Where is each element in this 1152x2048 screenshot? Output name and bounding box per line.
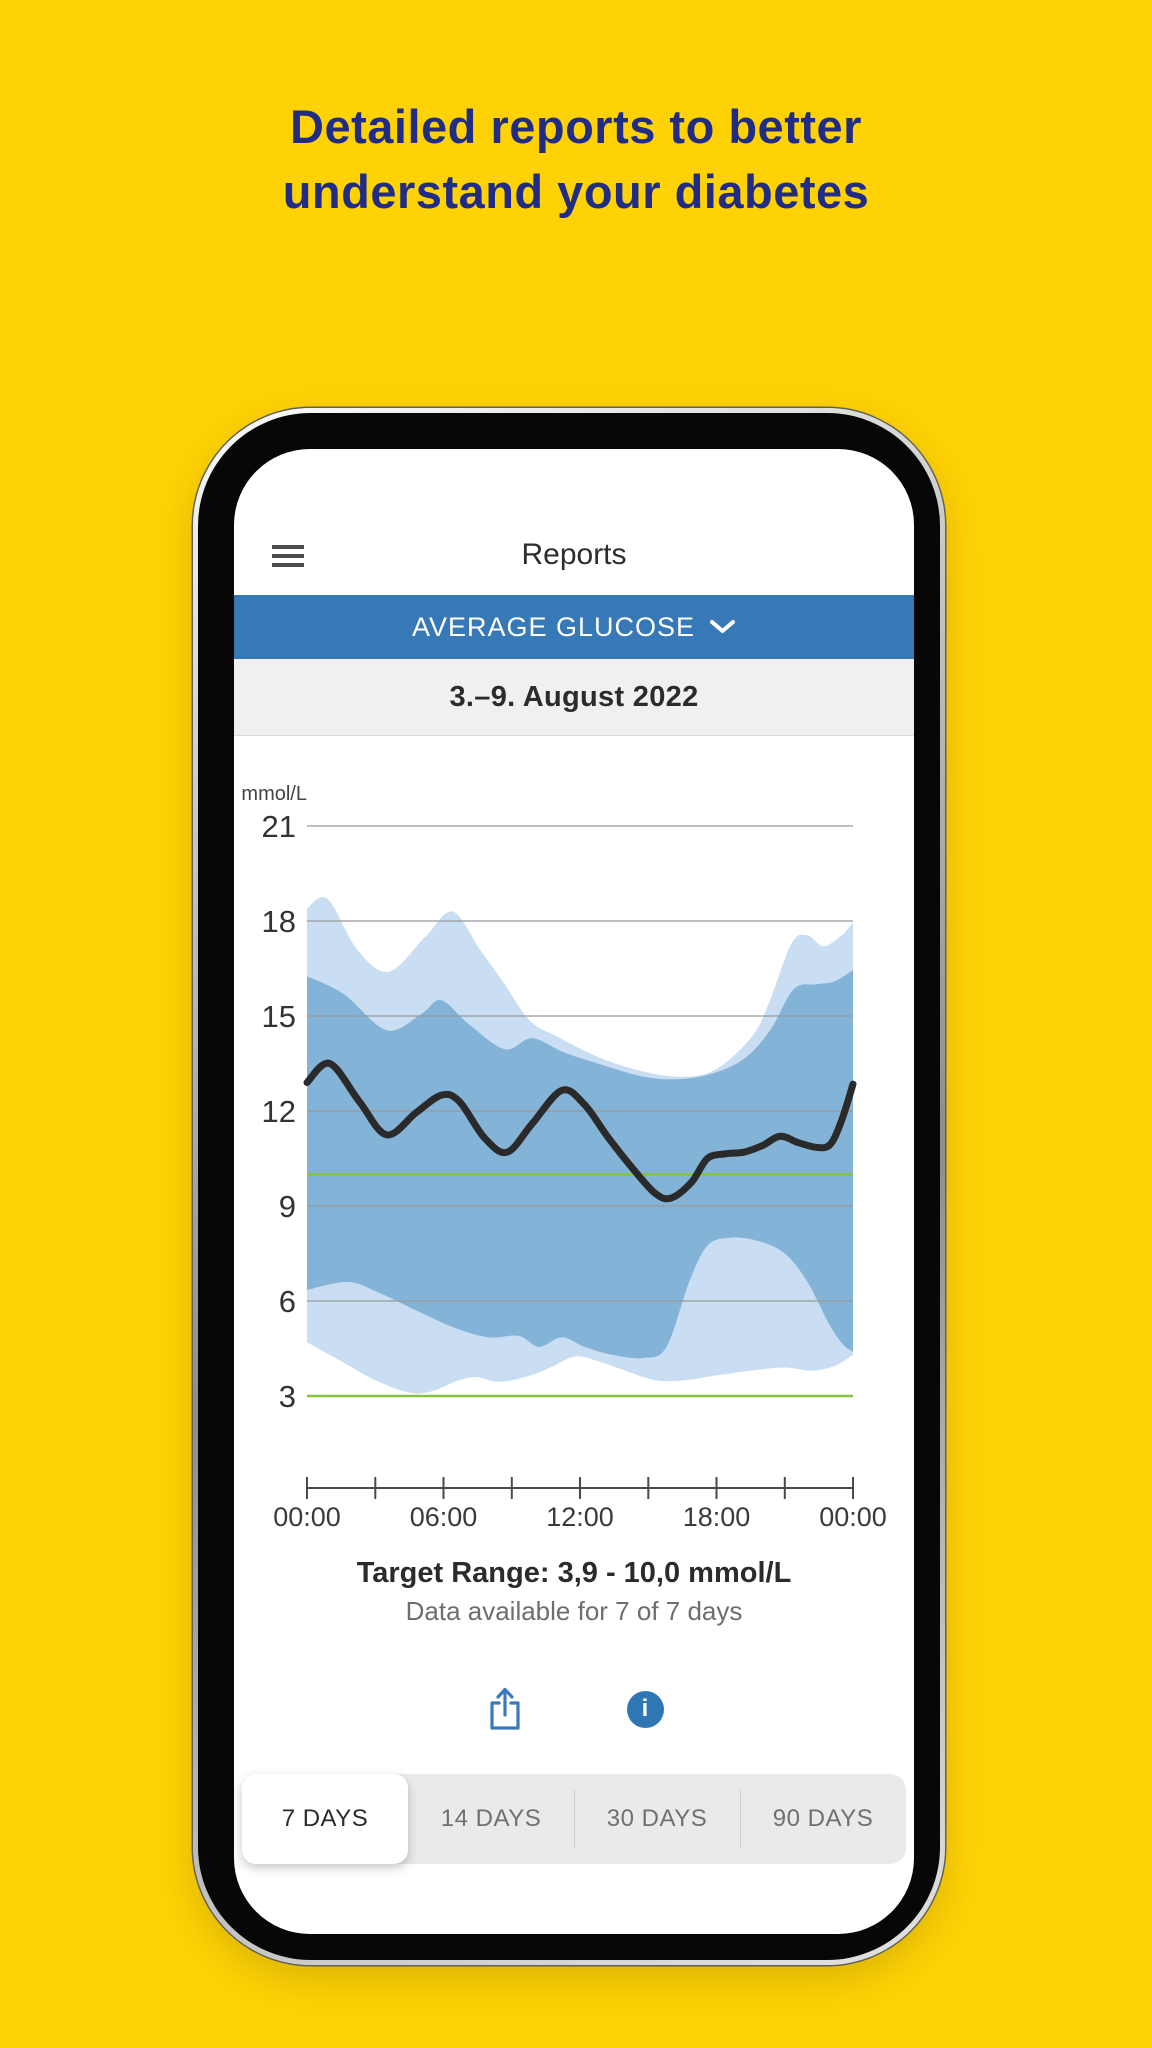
page-title: Reports xyxy=(521,538,627,571)
x-tick-label: 12:00 xyxy=(546,1502,614,1532)
share-icon xyxy=(489,1687,520,1730)
y-tick-label: 3 xyxy=(279,1379,296,1414)
phone-screen: Reports AVERAGE GLUCOSE 3.–9. August 202… xyxy=(234,449,914,1934)
headline: Detailed reports to better understand yo… xyxy=(0,94,1152,224)
metric-dropdown-label: AVERAGE GLUCOSE xyxy=(411,611,696,642)
hamburger-icon xyxy=(272,545,304,567)
phone-frame: Reports AVERAGE GLUCOSE 3.–9. August 202… xyxy=(193,408,945,1965)
actions-row: i xyxy=(234,1681,914,1737)
p25-p75-band xyxy=(307,970,853,1359)
y-tick-label: 18 xyxy=(262,904,296,939)
tab-7-days[interactable]: 7 DAYS xyxy=(242,1774,408,1864)
date-range-text: 3.–9. August 2022 xyxy=(449,680,699,713)
phone-bezel: Reports AVERAGE GLUCOSE 3.–9. August 202… xyxy=(198,413,940,1960)
x-tick-label: 06:00 xyxy=(410,1502,478,1532)
tab-30-days[interactable]: 30 DAYS xyxy=(606,1805,708,1832)
y-tick-label: 21 xyxy=(262,809,296,844)
period-tab-bar: 7 DAYS 14 DAYS 30 DAYS 90 DAYS xyxy=(242,1774,906,1864)
headline-line1: Detailed reports to better xyxy=(290,100,862,153)
glucose-chart: 21 18 15 12 9 6 3 mmol/L 00:00 06:00 12:00 18:00 00:… xyxy=(241,783,887,1532)
tab-divider xyxy=(574,1790,575,1848)
tab-14-days[interactable]: 14 DAYS xyxy=(440,1805,542,1832)
tab-divider xyxy=(740,1790,741,1848)
target-range-text: Target Range: 3,9 - 10,0 mmol/L xyxy=(356,1557,792,1589)
info-button[interactable]: i xyxy=(626,1690,664,1728)
tab-90-days[interactable]: 90 DAYS xyxy=(772,1805,874,1832)
date-range: 3.–9. August 2022 xyxy=(234,659,914,736)
data-availability-text: Data available for 7 of 7 days xyxy=(405,1596,743,1626)
metric-dropdown[interactable]: AVERAGE GLUCOSE xyxy=(234,595,914,659)
y-tick-label: 9 xyxy=(279,1189,296,1224)
x-tick-label: 18:00 xyxy=(683,1502,751,1532)
y-tick-label: 6 xyxy=(279,1284,296,1319)
app-header: Reports xyxy=(234,527,914,583)
median-line xyxy=(303,1059,857,1203)
headline-line2: understand your diabetes xyxy=(282,165,870,218)
x-tick-label: 00:00 xyxy=(273,1502,341,1532)
y-axis-unit-label: mmol/L xyxy=(241,783,307,805)
share-button[interactable] xyxy=(485,1686,525,1732)
menu-button[interactable] xyxy=(272,545,304,567)
y-tick-label: 12 xyxy=(262,1094,296,1129)
x-tick-label: 00:00 xyxy=(819,1502,887,1532)
y-tick-label: 15 xyxy=(262,999,296,1034)
info-icon: i xyxy=(626,1690,664,1728)
chevron-down-icon xyxy=(710,620,736,633)
